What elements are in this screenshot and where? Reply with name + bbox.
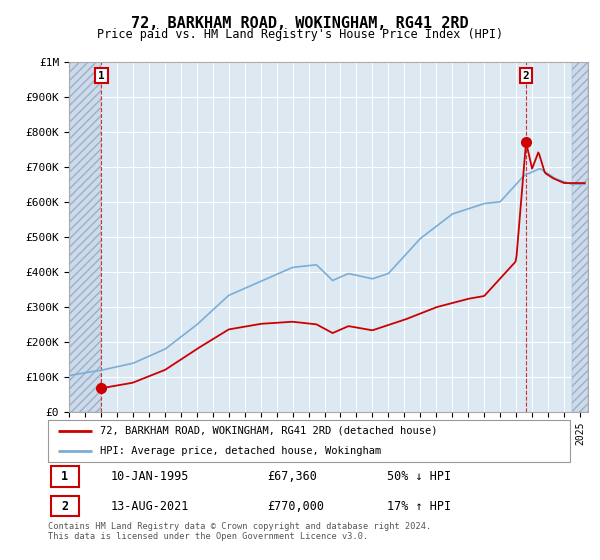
Bar bbox=[50, 466, 79, 487]
Text: 1: 1 bbox=[98, 71, 105, 81]
Text: 50% ↓ HPI: 50% ↓ HPI bbox=[388, 470, 451, 483]
Text: HPI: Average price, detached house, Wokingham: HPI: Average price, detached house, Woki… bbox=[100, 446, 382, 456]
Text: 72, BARKHAM ROAD, WOKINGHAM, RG41 2RD: 72, BARKHAM ROAD, WOKINGHAM, RG41 2RD bbox=[131, 16, 469, 31]
Text: 13-AUG-2021: 13-AUG-2021 bbox=[110, 500, 189, 513]
Text: 1: 1 bbox=[61, 470, 68, 483]
Text: 2: 2 bbox=[523, 71, 529, 81]
Text: £770,000: £770,000 bbox=[267, 500, 324, 513]
Bar bbox=[50, 496, 79, 516]
Bar bbox=[69, 62, 101, 412]
Text: £67,360: £67,360 bbox=[267, 470, 317, 483]
Text: 10-JAN-1995: 10-JAN-1995 bbox=[110, 470, 189, 483]
Text: 17% ↑ HPI: 17% ↑ HPI bbox=[388, 500, 451, 513]
Text: Price paid vs. HM Land Registry's House Price Index (HPI): Price paid vs. HM Land Registry's House … bbox=[97, 28, 503, 41]
Text: Contains HM Land Registry data © Crown copyright and database right 2024.
This d: Contains HM Land Registry data © Crown c… bbox=[48, 522, 431, 542]
Text: 2: 2 bbox=[61, 500, 68, 513]
Bar bbox=[572, 62, 588, 412]
Text: 72, BARKHAM ROAD, WOKINGHAM, RG41 2RD (detached house): 72, BARKHAM ROAD, WOKINGHAM, RG41 2RD (d… bbox=[100, 426, 438, 436]
